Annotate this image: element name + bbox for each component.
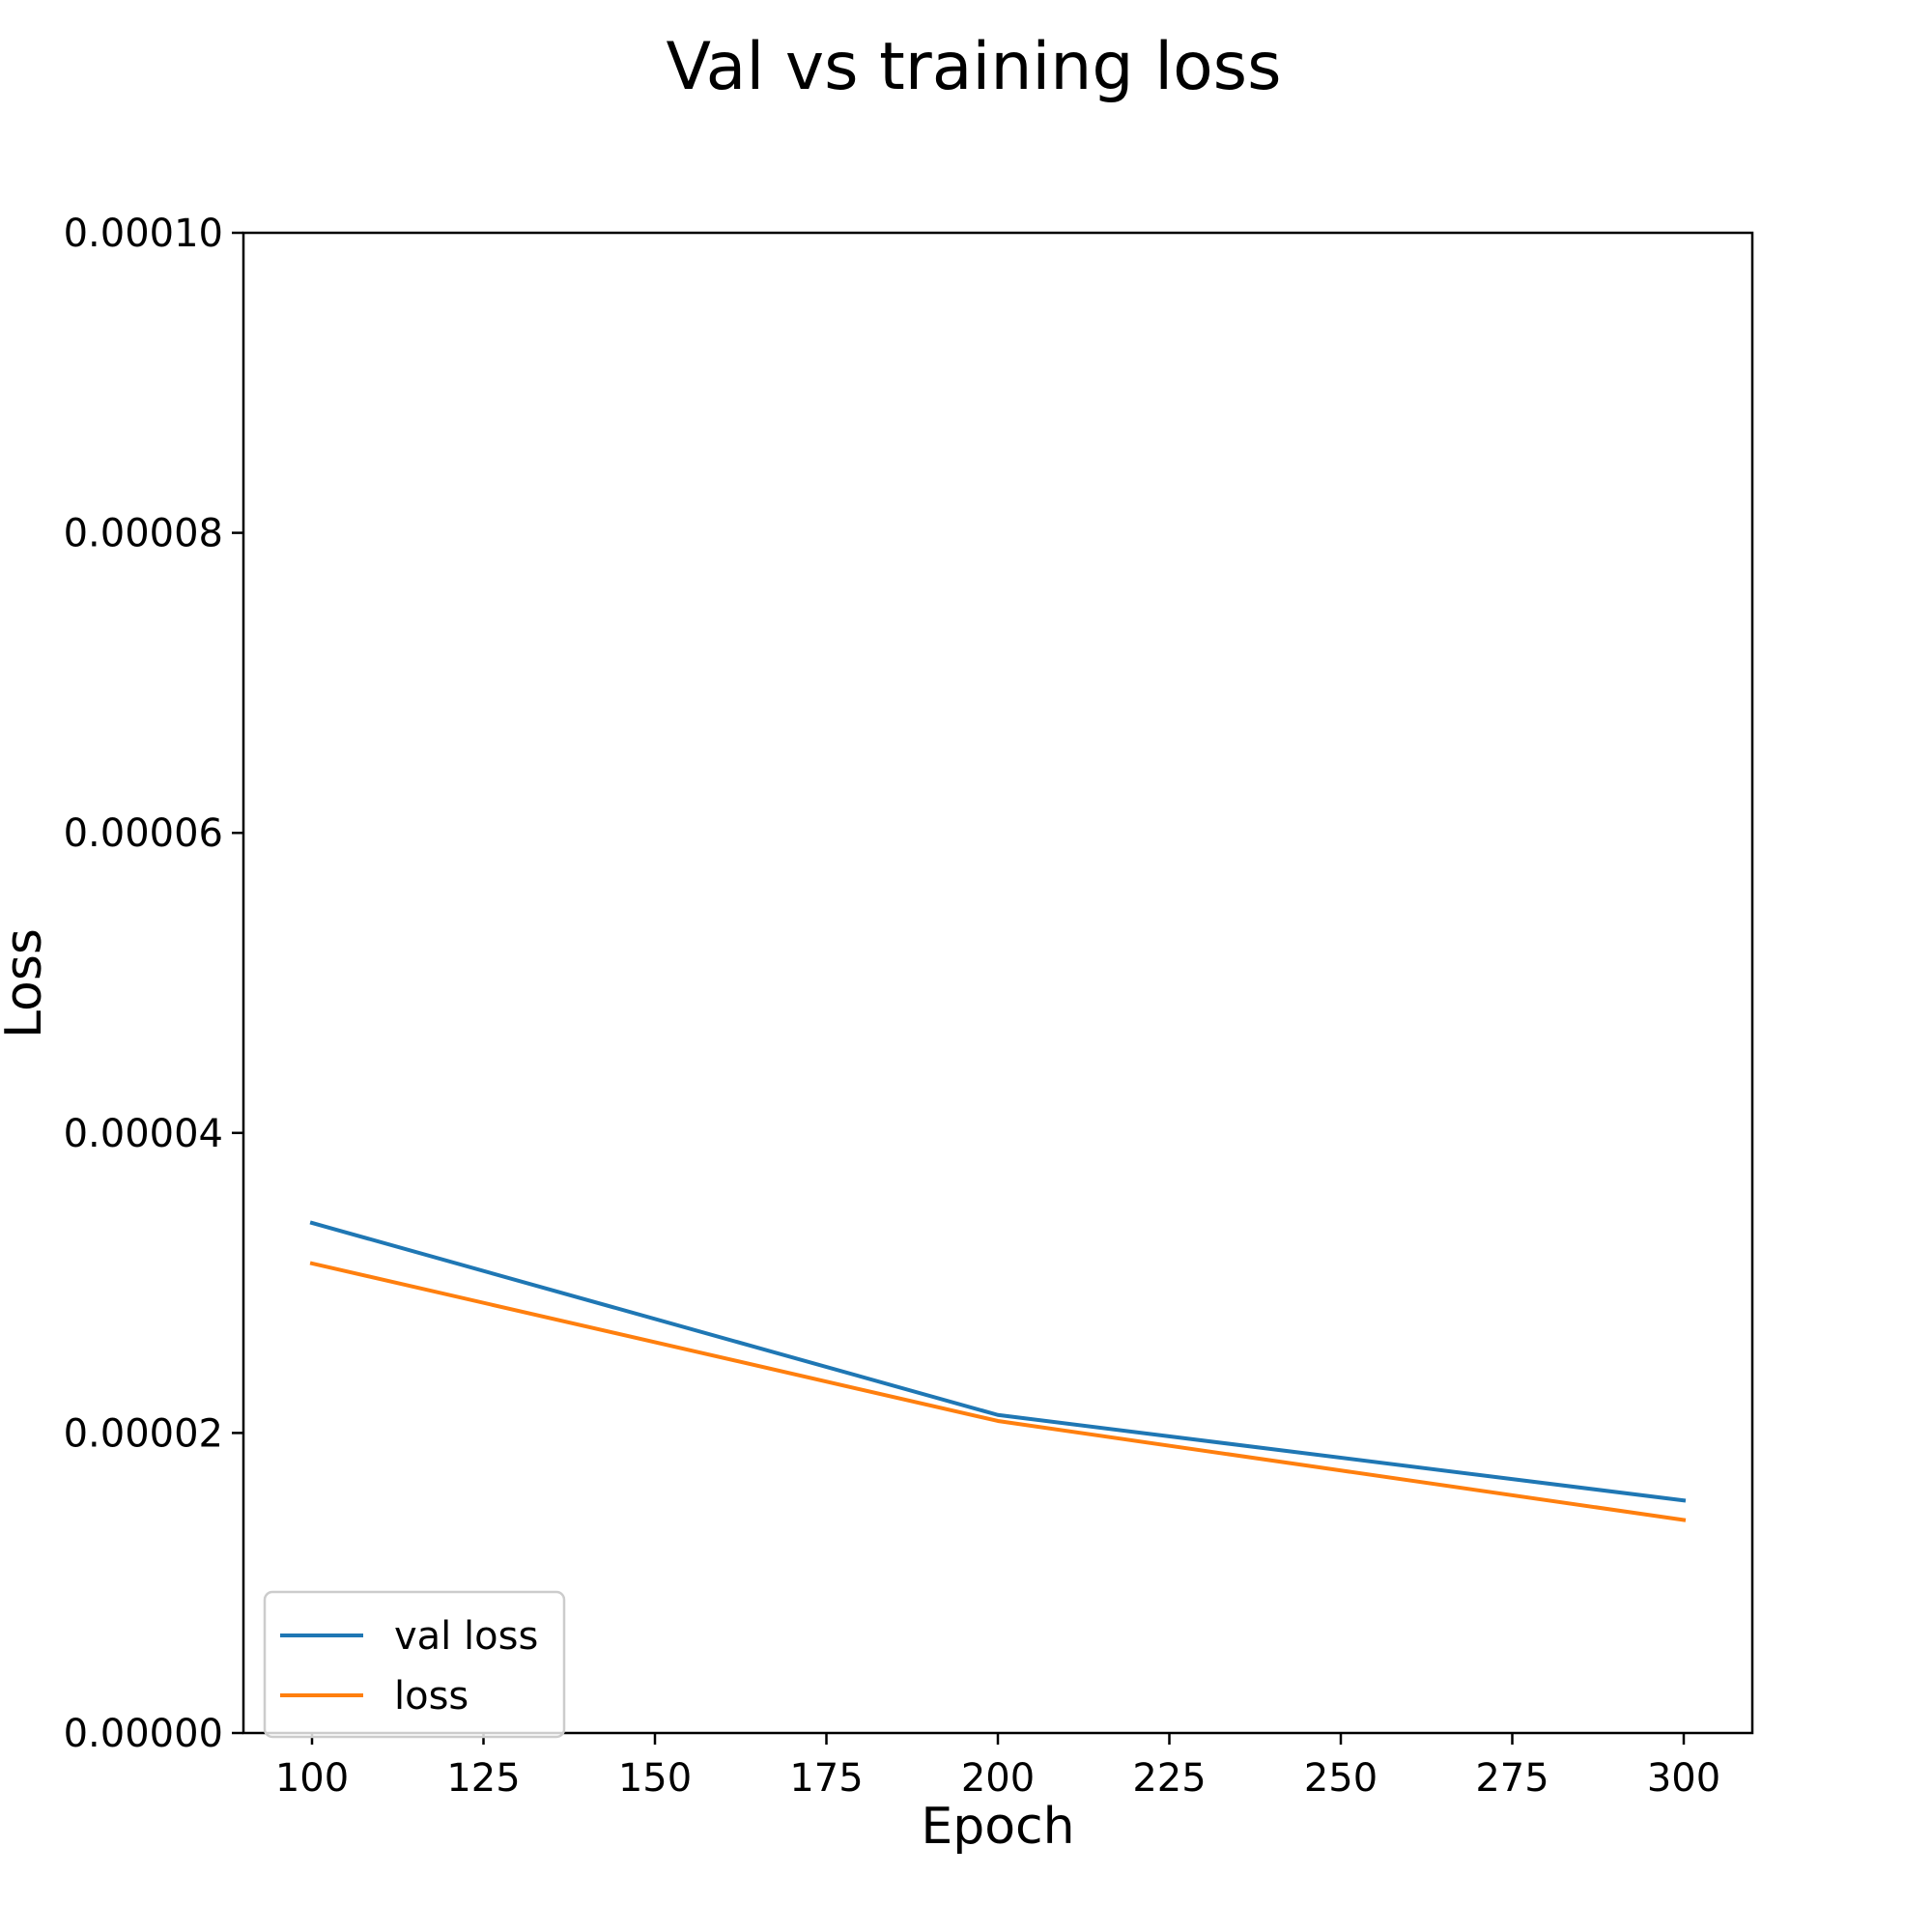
legend-label: val loss [394,1614,538,1659]
x-tick-label: 225 [1132,1756,1206,1801]
x-axis: 100 125 150 175 200 225 250 275 300 [275,1733,1720,1801]
chart-title: Val vs training loss [666,29,1281,105]
x-axis-label: Epoch [921,1798,1074,1856]
legend-frame [263,1590,566,1739]
plot-frame [242,231,1754,1735]
y-axis: 0.00000 0.00002 0.00004 0.00006 0.00008 0.000… [64,212,243,1756]
x-tick-label: 175 [789,1756,863,1801]
y-tick-label: 0.00000 [64,1712,223,1756]
legend-label: loss [394,1674,469,1719]
x-tick-label: 125 [446,1756,520,1801]
y-axis-label: Loss [0,928,53,1038]
series-line-loss [309,1261,1687,1522]
y-tick-label: 0.00004 [64,1112,223,1156]
x-tick-label: 250 [1304,1756,1378,1801]
legend: val loss loss [263,1590,566,1739]
x-tick-label: 300 [1647,1756,1720,1801]
y-tick-label: 0.00008 [64,512,223,556]
x-tick-label: 275 [1475,1756,1548,1801]
plot-area [309,1220,1687,1522]
y-tick-label: 0.00010 [64,212,223,256]
x-tick-label: 200 [961,1756,1035,1801]
series-line-val-loss [309,1220,1687,1503]
y-tick-label: 0.00002 [64,1411,223,1456]
x-tick-label: 150 [618,1756,692,1801]
x-tick-label: 100 [275,1756,349,1801]
y-tick-label: 0.00006 [64,811,223,856]
